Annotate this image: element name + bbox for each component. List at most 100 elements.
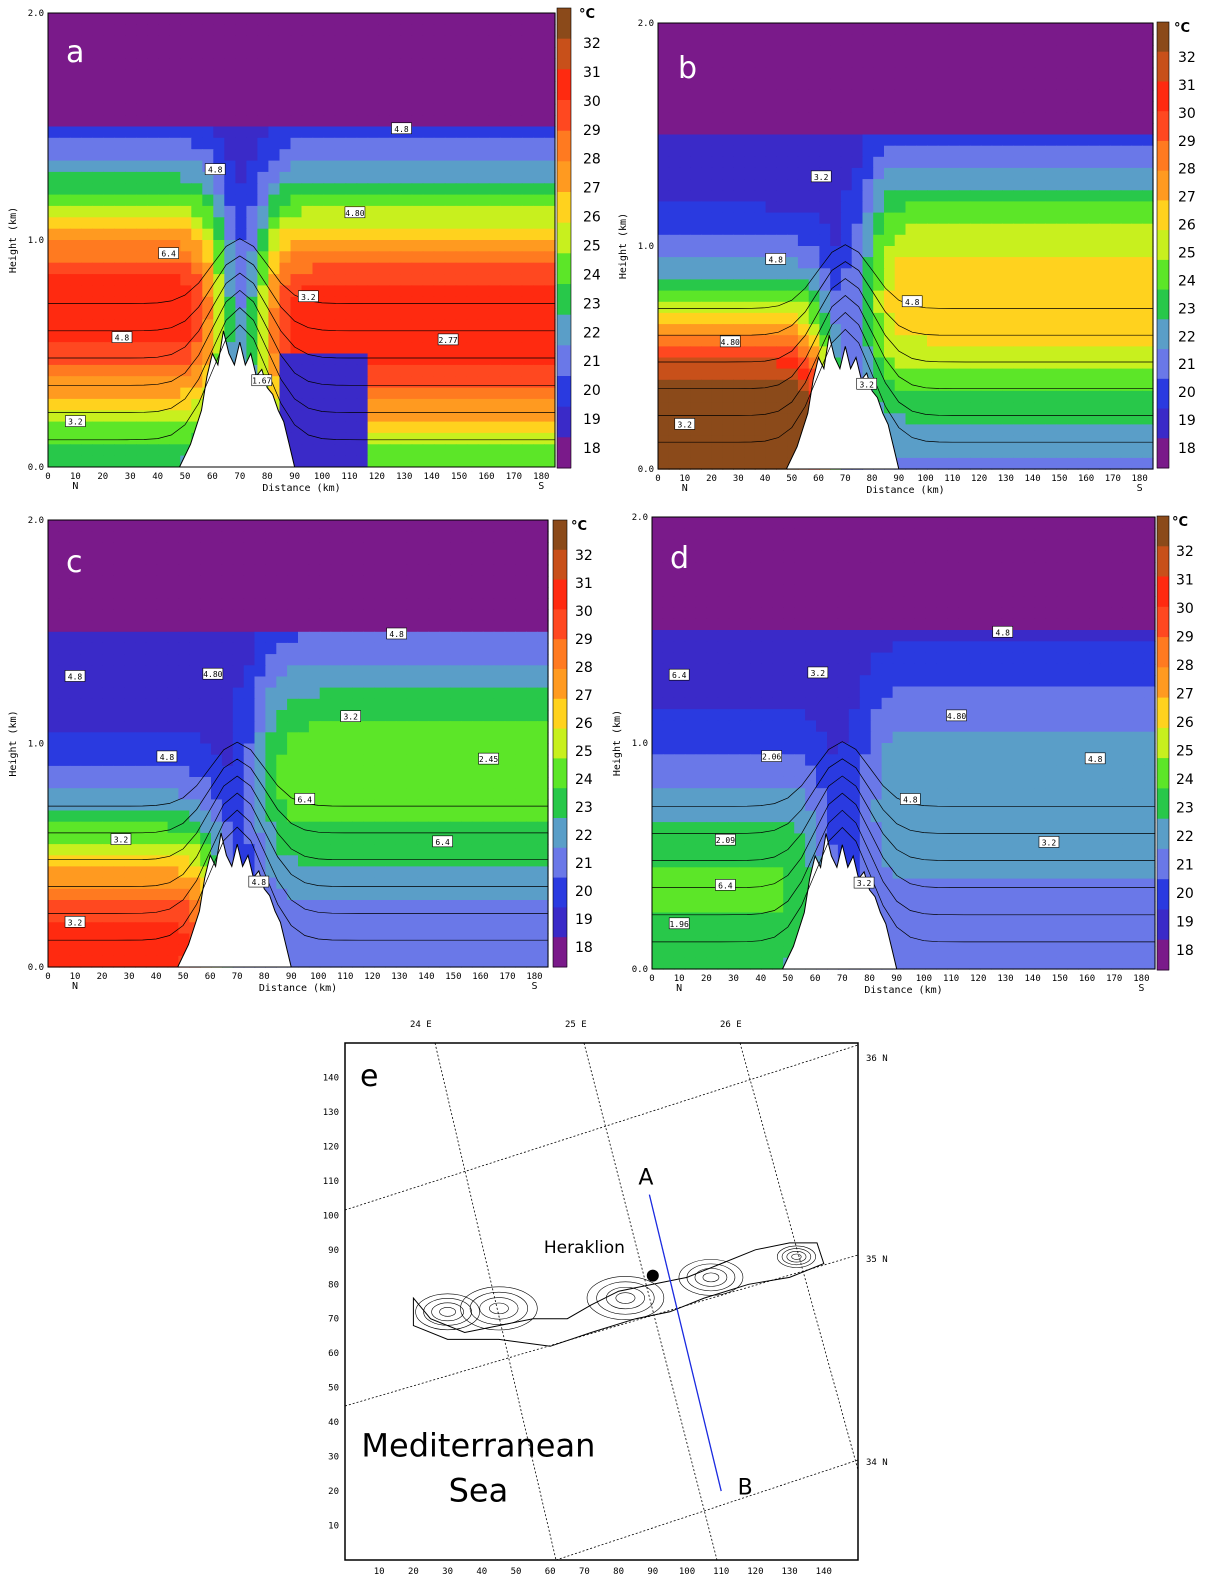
field-cell bbox=[330, 788, 343, 800]
field-cell bbox=[268, 342, 280, 354]
field-cell bbox=[744, 179, 756, 191]
field-cell bbox=[80, 620, 93, 633]
field-cell bbox=[937, 301, 950, 314]
field-cell bbox=[701, 324, 713, 336]
field-cell bbox=[533, 69, 545, 82]
field-cell bbox=[851, 167, 864, 180]
field-cell bbox=[916, 156, 928, 169]
field-cell bbox=[840, 78, 853, 91]
field-cell bbox=[970, 301, 982, 314]
field-cell bbox=[948, 112, 960, 124]
field-cell bbox=[422, 115, 435, 128]
field-cell bbox=[200, 676, 212, 689]
field-cell bbox=[158, 47, 170, 59]
field-cell bbox=[189, 564, 201, 577]
field-cell bbox=[290, 81, 303, 93]
field-cell bbox=[1077, 268, 1090, 281]
field-cell bbox=[136, 103, 148, 116]
field-cell bbox=[701, 190, 713, 203]
field-cell bbox=[668, 78, 681, 91]
field-cell bbox=[48, 587, 60, 599]
field-cell bbox=[916, 34, 928, 46]
field-cell bbox=[323, 205, 336, 218]
field-cell bbox=[169, 285, 181, 298]
contour-label: 4.8 bbox=[115, 334, 130, 343]
field-cell bbox=[461, 732, 473, 745]
field-cell bbox=[334, 240, 347, 252]
field-cell bbox=[147, 421, 159, 434]
field-cell bbox=[862, 312, 874, 325]
field-cell bbox=[341, 609, 353, 622]
field-cell bbox=[787, 268, 799, 281]
field-cell bbox=[135, 587, 147, 599]
field-cell bbox=[450, 710, 462, 722]
colorbar-level: 18 bbox=[583, 441, 601, 457]
field-cell bbox=[330, 754, 343, 767]
field-cell bbox=[367, 183, 380, 196]
field-cell bbox=[765, 101, 777, 113]
field-cell bbox=[312, 217, 325, 230]
field-cell bbox=[70, 432, 82, 445]
field-cell bbox=[352, 598, 364, 610]
field-cell bbox=[679, 390, 691, 403]
field-cell bbox=[411, 137, 424, 150]
field-cell bbox=[48, 240, 60, 252]
field-cell bbox=[312, 81, 325, 93]
field-cell bbox=[493, 743, 506, 756]
field-cell bbox=[937, 145, 950, 158]
field-cell bbox=[537, 598, 549, 610]
field-cell bbox=[722, 78, 734, 91]
field-cell bbox=[840, 301, 853, 314]
field-cell bbox=[1142, 301, 1154, 314]
field-cell bbox=[389, 205, 402, 218]
field-cell bbox=[455, 205, 468, 218]
field-cell bbox=[515, 676, 527, 689]
field-cell bbox=[356, 103, 369, 116]
field-cell bbox=[167, 631, 180, 644]
field-cell bbox=[125, 126, 137, 139]
field-cell bbox=[102, 710, 114, 722]
field-cell bbox=[884, 268, 896, 281]
field-cell bbox=[58, 575, 71, 588]
field-cell bbox=[701, 268, 713, 281]
field-cell bbox=[1077, 257, 1090, 269]
field-cell bbox=[180, 149, 192, 162]
field-cell bbox=[200, 631, 212, 644]
field-cell bbox=[787, 435, 799, 448]
field-cell bbox=[894, 212, 907, 225]
field-cell bbox=[1110, 234, 1122, 247]
field-cell bbox=[180, 285, 192, 298]
field-cell bbox=[544, 171, 556, 184]
field-cell bbox=[102, 687, 114, 700]
field-cell bbox=[243, 665, 256, 678]
field-cell bbox=[352, 698, 364, 711]
field-cell bbox=[92, 58, 104, 71]
field-cell bbox=[1023, 257, 1036, 269]
field-cell bbox=[352, 754, 364, 767]
field-cell bbox=[499, 319, 512, 332]
field-cell bbox=[378, 353, 391, 366]
field-cell bbox=[905, 368, 917, 381]
field-cell bbox=[69, 542, 82, 555]
field-cell bbox=[1142, 101, 1154, 113]
field-cell bbox=[450, 732, 462, 745]
field-cell bbox=[819, 34, 831, 46]
field-cell bbox=[905, 34, 917, 46]
field-cell bbox=[276, 531, 288, 543]
field-cell bbox=[232, 777, 245, 789]
field-cell bbox=[428, 553, 440, 566]
field-cell bbox=[356, 387, 369, 400]
field-cell bbox=[533, 455, 545, 468]
field-cell bbox=[477, 432, 490, 445]
field-cell bbox=[265, 754, 277, 767]
field-cell bbox=[927, 223, 939, 236]
field-cell bbox=[521, 444, 534, 457]
field-cell bbox=[797, 190, 810, 203]
field-cell bbox=[1066, 379, 1079, 392]
field-cell bbox=[444, 205, 457, 218]
field-cell bbox=[733, 56, 745, 69]
field-cell bbox=[482, 732, 495, 745]
field-cell bbox=[189, 553, 201, 566]
field-cell bbox=[1045, 402, 1057, 414]
field-cell bbox=[92, 296, 104, 309]
